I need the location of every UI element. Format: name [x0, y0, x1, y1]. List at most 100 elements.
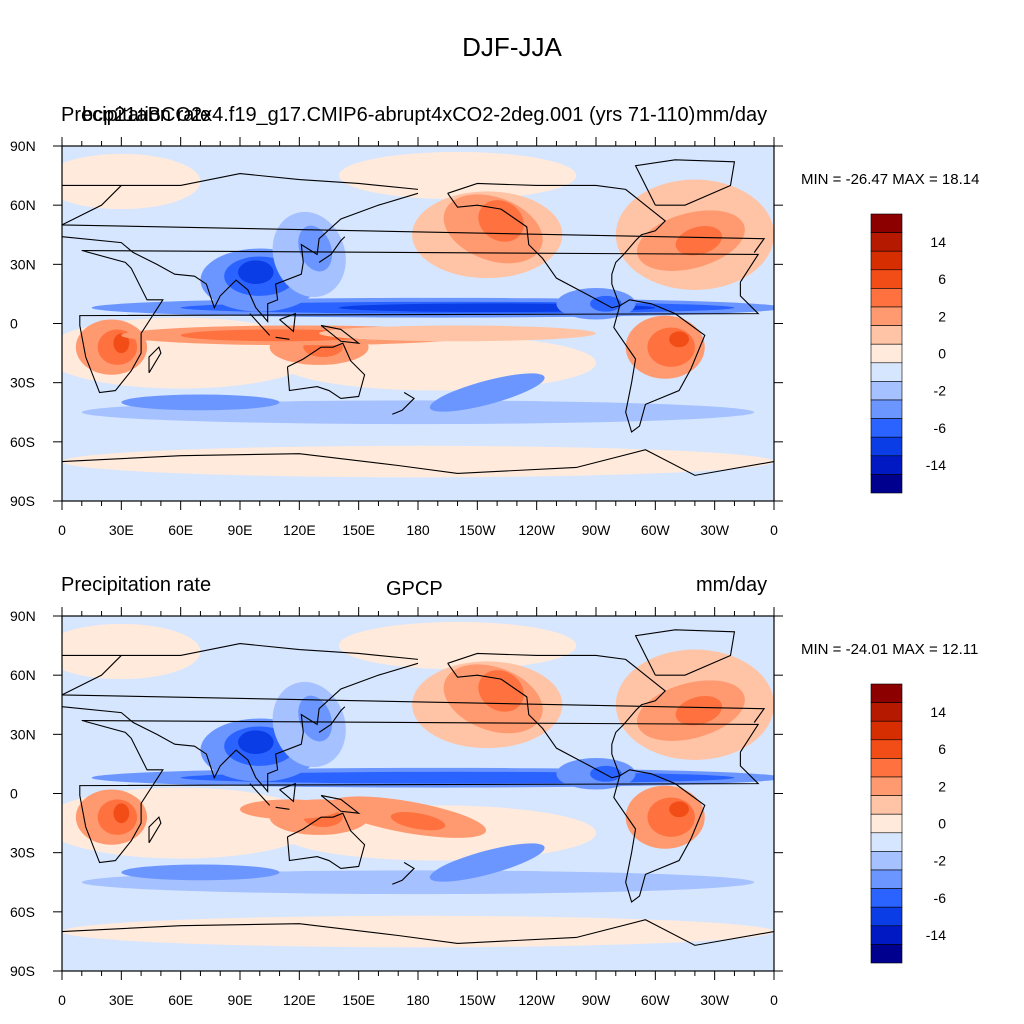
panel-center-label: GPCP [386, 578, 443, 600]
lon-tick-label: 90W [582, 522, 612, 538]
precipitation-map: 90N 60N 30N 0 30S 60S 90S 0 30E 60E 90E 120E 150E 180… [10, 607, 947, 1008]
colorbar-bin [870, 325, 903, 345]
lat-tick-label: 90N [10, 138, 36, 154]
colorbar: 14 6 2 0 -2 -6 -14 [870, 213, 947, 494]
lon-tick-label: 30E [109, 522, 134, 538]
lat-tick-label: 60N [10, 667, 36, 683]
lon-tick-label: 60E [168, 522, 193, 538]
colorbar-bin [870, 362, 903, 382]
coastlines [62, 629, 774, 946]
lon-tick-label: 150W [459, 522, 496, 538]
colorbar-tick-label: -14 [926, 457, 946, 473]
figure-title: DJF-JJA [462, 32, 562, 62]
colorbar: 14 6 2 0 -2 -6 -14 [870, 683, 947, 964]
map-panel-top: Precipitation rate bcp21aBCO2x4.f19_g17.… [10, 104, 980, 538]
colorbar-bin [870, 795, 903, 815]
lon-tick-label: 90E [228, 522, 253, 538]
colorbar-bin [870, 474, 903, 494]
colorbar-bin [870, 250, 903, 271]
lon-tick-label: 120W [518, 522, 555, 538]
colorbar-tick-label: -14 [926, 927, 946, 943]
map-axes: 90N 60N 30N 0 30S 60S 90S 0 30E 60E 90E 120E 150E 180… [10, 137, 783, 538]
lon-tick-label: 0 [58, 522, 66, 538]
colorbar-tick-label: -2 [934, 853, 947, 869]
lon-tick-label: 120E [283, 992, 316, 1008]
lat-tick-label: 30N [10, 726, 36, 742]
map-axes: 90N 60N 30N 0 30S 60S 90S 0 30E 60E 90E 120E 150E 180… [10, 607, 783, 1008]
lon-tick-label: 180 [406, 522, 430, 538]
colorbar-bin [870, 306, 903, 326]
panel-units-label: mm/day [696, 574, 768, 596]
lon-tick-label: 90W [582, 992, 612, 1008]
lon-tick-label: 120E [283, 522, 316, 538]
colorbar-bin [870, 288, 903, 308]
precipitation-map: 90N 60N 30N 0 30S 60S 90S 0 30E 60E 90E 120E 150E 180… [10, 137, 947, 538]
colorbar-tick-label: 14 [930, 234, 946, 250]
colorbar-bin [870, 906, 903, 927]
colorbar-tick-label: 2 [938, 308, 946, 324]
panel-left-label: Precipitation rate [61, 574, 212, 596]
colorbar-bin [870, 869, 903, 889]
lon-tick-label: 90E [228, 992, 253, 1008]
colorbar-tick-label: 14 [930, 704, 946, 720]
colorbar-bin [870, 739, 903, 759]
lat-tick-label: 0 [10, 786, 18, 802]
colorbar-bin [870, 418, 903, 438]
lon-tick-label: 0 [770, 522, 778, 538]
min-value: MIN = -24.01 [801, 641, 889, 658]
colorbar-bin [870, 702, 903, 722]
colorbar-bin [870, 213, 903, 233]
colorbar-bin [870, 758, 903, 778]
colorbar-bin [870, 851, 903, 871]
coastlines [62, 159, 774, 476]
panel-left-label: Precipitation rate [61, 104, 212, 126]
precip-field [62, 616, 774, 971]
colorbar-bin [870, 813, 903, 834]
colorbar-bin [870, 944, 903, 964]
lon-tick-label: 30W [700, 992, 730, 1008]
lat-tick-label: 60S [10, 904, 35, 920]
min-max-readout: MIN = -24.01 MAX = 12.11 [801, 641, 978, 658]
lon-tick-label: 0 [770, 992, 778, 1008]
lat-tick-label: 0 [10, 316, 18, 332]
lat-tick-label: 30N [10, 256, 36, 272]
colorbar-bin [870, 381, 903, 401]
lon-tick-label: 180 [406, 992, 430, 1008]
lat-tick-label: 90N [10, 608, 36, 624]
colorbar-tick-label: 0 [938, 346, 946, 362]
colorbar-bin [870, 888, 903, 908]
colorbar-tick-label: 0 [938, 816, 946, 832]
precip-field [62, 146, 774, 501]
lon-tick-label: 60W [641, 992, 671, 1008]
panel-center-label: bcp21aBCO2x4.f19_g17.CMIP6-abrupt4xCO2-2… [82, 104, 696, 126]
lat-tick-label: 60N [10, 197, 36, 213]
lon-tick-label: 150E [342, 522, 375, 538]
colorbar-tick-label: -6 [934, 890, 947, 906]
colorbar-bin [870, 776, 903, 796]
colorbar-bin [870, 683, 903, 703]
max-value: MAX = 18.14 [892, 171, 980, 188]
colorbar-bin [870, 343, 903, 364]
colorbar-tick-label: -6 [934, 420, 947, 436]
lon-tick-label: 30E [109, 992, 134, 1008]
colorbar-tick-label: 6 [938, 271, 946, 287]
panel-units-label: mm/day [696, 104, 768, 126]
lon-tick-label: 60W [641, 522, 671, 538]
lon-tick-label: 150E [342, 992, 375, 1008]
lat-tick-label: 30S [10, 375, 35, 391]
lon-tick-label: 150W [459, 992, 496, 1008]
lon-tick-label: 0 [58, 992, 66, 1008]
lat-tick-label: 90S [10, 493, 35, 509]
lat-tick-label: 30S [10, 845, 35, 861]
colorbar-bin [870, 925, 903, 945]
max-value: MAX = 12.11 [892, 641, 979, 658]
lon-tick-label: 60E [168, 992, 193, 1008]
colorbar-bin [870, 436, 903, 457]
colorbar-bin [870, 832, 903, 852]
colorbar-bin [870, 269, 903, 289]
colorbar-tick-label: 2 [938, 778, 946, 794]
colorbar-bin [870, 232, 903, 252]
map-panel-bottom: Precipitation rate GPCP mm/day MIN = -24… [0, 470, 1024, 1024]
colorbar-tick-label: 6 [938, 741, 946, 757]
colorbar-bin [870, 399, 903, 419]
